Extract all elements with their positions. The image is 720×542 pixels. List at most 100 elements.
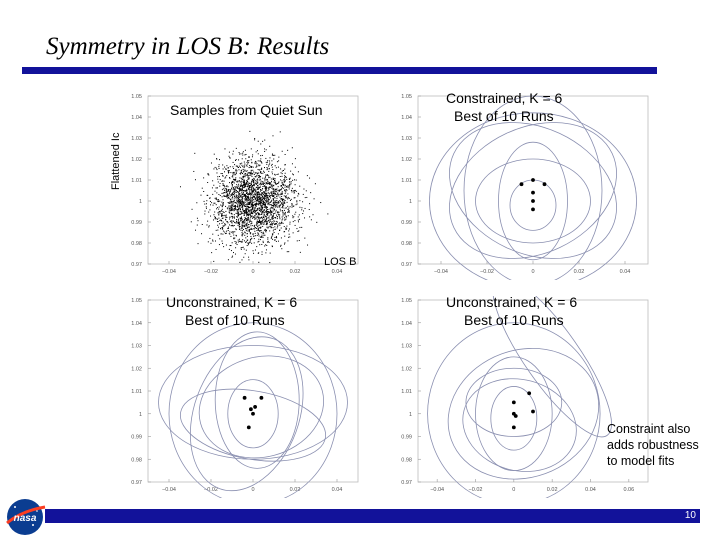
sample-point [255, 214, 257, 216]
sample-point [267, 203, 269, 205]
mixture-plot-svg: −0.04 −0.02 0 0.02 0.041.051.041.031.021.011… [131, 298, 359, 506]
sample-point [244, 173, 246, 175]
y-tick-label: 1.01 [131, 389, 142, 395]
sample-point [269, 183, 271, 185]
sample-point [265, 161, 267, 163]
sample-point [288, 197, 290, 199]
sample-point [235, 178, 237, 180]
page-number: 10 [684, 510, 696, 521]
sample-point [257, 192, 259, 194]
sample-point [232, 191, 234, 193]
sample-point [209, 237, 211, 239]
sample-point [237, 241, 239, 243]
sample-point [238, 222, 240, 224]
sample-point [248, 193, 250, 195]
sample-point [254, 137, 256, 139]
sample-point [250, 170, 252, 172]
sample-point [236, 221, 238, 223]
sample-point [222, 228, 224, 230]
sample-point [299, 185, 301, 187]
sample-point [239, 195, 241, 197]
sample-point [255, 196, 257, 198]
sample-point [266, 195, 268, 197]
sample-point [214, 197, 216, 199]
sample-point [239, 224, 241, 226]
sample-point [249, 233, 251, 235]
sample-point [258, 183, 260, 185]
sample-point [225, 244, 227, 246]
sample-point [244, 182, 246, 184]
sample-point [251, 180, 253, 182]
sample-point [271, 224, 273, 226]
sample-point [272, 195, 274, 197]
sample-point [284, 164, 286, 166]
sample-point [304, 217, 306, 219]
sample-point [206, 194, 208, 196]
sample-point [226, 207, 228, 209]
sample-point [248, 226, 250, 228]
sample-point [241, 179, 243, 181]
y-tick-label: 1.01 [401, 389, 412, 395]
footer-bar [45, 509, 700, 523]
sample-point [234, 190, 236, 192]
sample-point [286, 228, 288, 230]
sample-point [233, 182, 235, 184]
sample-point [274, 192, 276, 194]
sample-point [240, 189, 242, 191]
sample-point [272, 234, 274, 236]
sample-point [244, 210, 246, 212]
sample-point [222, 233, 224, 235]
sample-point [273, 239, 275, 241]
sample-point [242, 193, 244, 195]
sample-point [276, 204, 278, 206]
sample-point [245, 158, 247, 160]
sample-point [274, 201, 276, 203]
sample-point [230, 235, 232, 237]
sample-point [244, 176, 246, 178]
sample-point [225, 216, 227, 218]
sample-point [251, 173, 253, 175]
sample-point [234, 237, 236, 239]
sample-point [252, 166, 254, 168]
sample-point [266, 163, 268, 165]
sample-point [262, 200, 264, 202]
sample-point [263, 224, 265, 226]
component-mean-point [511, 400, 516, 405]
sample-point [260, 158, 262, 160]
sample-point [257, 214, 259, 216]
sample-point [285, 176, 287, 178]
sample-point [275, 191, 277, 193]
sample-point [265, 190, 267, 192]
sample-point [237, 204, 239, 206]
sample-point [201, 223, 203, 225]
sample-point [286, 178, 288, 180]
sample-point [238, 193, 240, 195]
sample-point [247, 218, 249, 220]
sample-point [236, 184, 238, 186]
plot-title-quiet-sun: Samples from Quiet Sun [170, 102, 323, 118]
sample-point [267, 240, 269, 242]
sample-point [263, 229, 265, 231]
sample-point [269, 211, 271, 213]
sample-point [274, 180, 276, 182]
sample-point [231, 231, 233, 233]
sample-point [256, 192, 258, 194]
sample-point [241, 158, 243, 160]
sample-point [238, 214, 240, 216]
sample-point [272, 195, 274, 197]
component-mean-point [251, 411, 255, 416]
sample-point [254, 176, 256, 178]
sample-point [259, 201, 261, 203]
sample-point [261, 206, 263, 208]
plot-title-unconstrained-left-line1: Unconstrained, K = 6 [166, 294, 298, 310]
sample-point [247, 242, 249, 244]
sample-point [238, 225, 240, 227]
sample-point [205, 203, 207, 205]
sample-point [298, 214, 300, 216]
sample-point [240, 177, 242, 179]
sample-point [259, 160, 261, 162]
sample-point [259, 178, 261, 180]
sample-point [246, 174, 248, 176]
sample-point [228, 210, 230, 212]
sample-point [237, 167, 239, 169]
